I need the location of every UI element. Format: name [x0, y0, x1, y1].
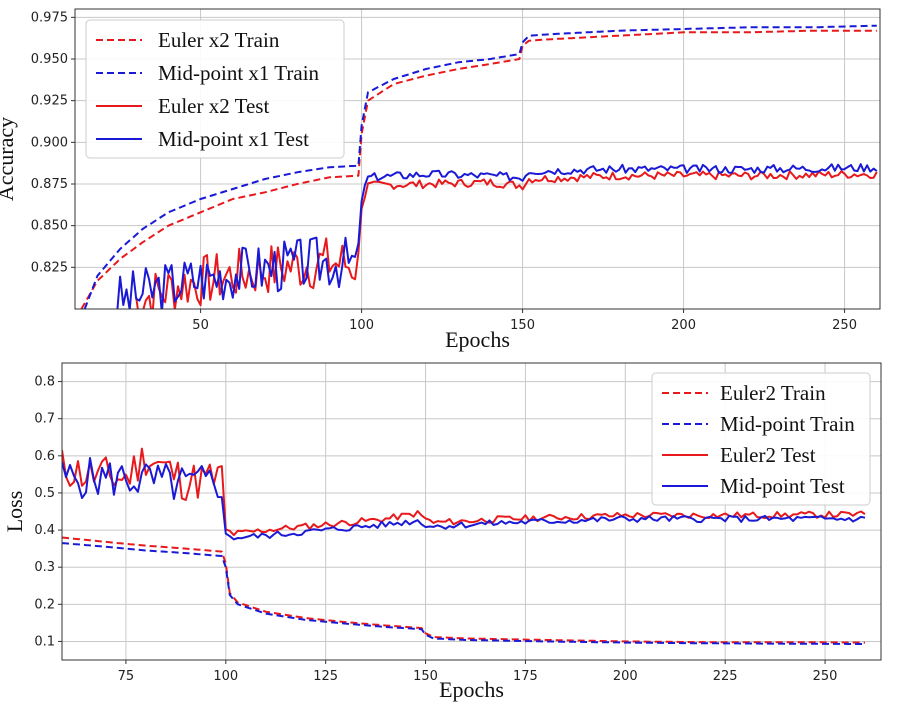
legend-label: Mid-point Train [720, 412, 855, 436]
y-tick-label: 0.875 [31, 177, 68, 192]
series-line-mid-point-x1-test [116, 163, 878, 309]
legend: Euler x2 Train Mid-point x1 Train Euler x2… [85, 19, 345, 159]
y-tick-label: 0.975 [31, 10, 68, 25]
legend: Euler2 Train Mid-point Train Euler2 Test Mi… [651, 372, 871, 506]
y-tick-label: 0.1 [34, 634, 55, 649]
series-line-mid-point-train [62, 542, 865, 645]
x-tick-label: 225 [713, 669, 738, 684]
legend-box [85, 19, 345, 159]
legend-label: Mid-point Test [720, 474, 845, 498]
y-tick-label: 0.3 [34, 560, 55, 575]
x-tick-label: 100 [213, 669, 238, 684]
x-tick-label: 200 [671, 318, 696, 333]
y-tick-label: 0.6 [34, 449, 55, 464]
loss-chart: 75 100 125 150 175 200 225 250 0.1 0.2 0.3 0.4 0.5 0.… [2, 362, 882, 702]
legend-box [651, 372, 871, 506]
plot-frame [61, 362, 882, 661]
y-axis-label: Accuracy [0, 117, 18, 201]
x-tick-label: 250 [832, 318, 857, 333]
legend-label: Euler x2 Test [158, 94, 269, 118]
x-tick-label: 175 [513, 669, 538, 684]
x-tick-label: 200 [613, 669, 638, 684]
x-tick-label: 50 [192, 318, 209, 333]
plot-frame [74, 8, 881, 310]
x-tick-label: 250 [813, 669, 838, 684]
x-tick-label: 75 [118, 669, 135, 684]
series-line-euler-x2-train [80, 29, 877, 309]
y-tick-label: 0.900 [31, 135, 68, 150]
series-line-euler2-train [62, 536, 866, 644]
legend-label: Mid-point x1 Test [158, 127, 309, 151]
x-axis-label: Epochs [445, 327, 510, 352]
y-tick-label: 0.950 [31, 52, 68, 67]
y-axis-label: Loss [2, 491, 27, 533]
series-line-mid-point-test [62, 457, 866, 541]
x-axis-label: Epochs [439, 677, 504, 702]
legend-label: Euler x2 Train [158, 28, 280, 52]
y-tick-label: 0.2 [34, 597, 55, 612]
y-tick-label: 0.8 [34, 375, 55, 390]
y-tick-label: 0.825 [31, 260, 68, 275]
y-tick-label: 0.4 [34, 523, 55, 538]
legend-label: Mid-point x1 Train [158, 61, 320, 85]
y-tick-label: 0.925 [31, 94, 68, 109]
x-tick-label: 125 [313, 669, 338, 684]
x-tick-label: 100 [349, 318, 374, 333]
legend-label: Euler2 Test [720, 443, 816, 467]
series-line-euler-x2-test [135, 170, 878, 309]
accuracy-chart: 50 100 150 200 250 0.825 0.850 0.875 0.900 0.925 0… [0, 8, 881, 352]
x-tick-label: 150 [510, 318, 535, 333]
y-tick-label: 0.7 [34, 412, 55, 427]
legend-label: Euler2 Train [720, 381, 826, 405]
y-tick-label: 0.850 [31, 219, 68, 234]
y-tick-label: 0.5 [34, 486, 55, 501]
series-line-mid-point-x1-train [83, 24, 877, 309]
x-tick-label: 150 [413, 669, 438, 684]
